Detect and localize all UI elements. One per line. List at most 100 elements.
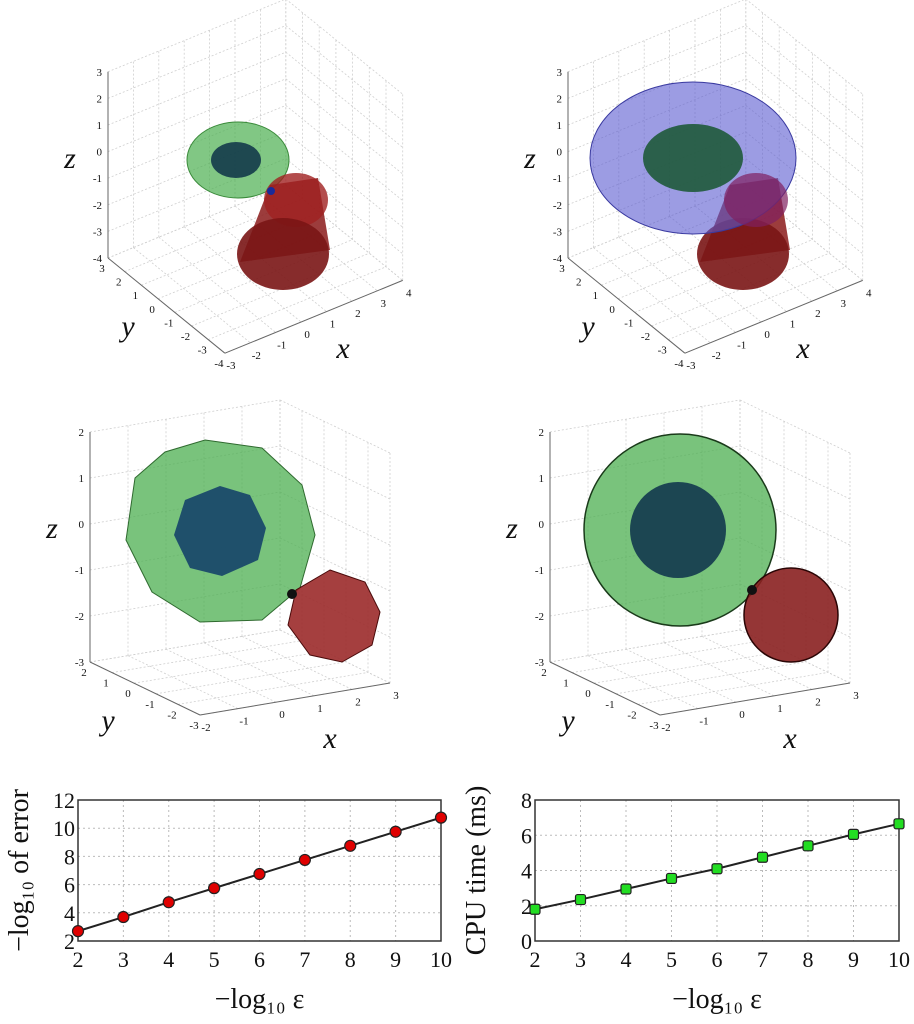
z-tick-label: 0 — [97, 147, 103, 159]
y-axis — [107, 257, 226, 354]
x-axis-label: x — [795, 332, 810, 365]
grid-line — [234, 205, 353, 302]
blue-mesh-sphere — [630, 482, 726, 578]
y-tick-label: 4 — [521, 859, 532, 884]
x-tick-label: 6 — [254, 947, 265, 972]
x-tick-label: 1 — [777, 703, 783, 715]
grid-line — [668, 266, 847, 340]
x-tick-label: 2 — [530, 947, 541, 972]
y-axis — [549, 661, 661, 716]
x-tick-label: 5 — [209, 947, 220, 972]
x-axis — [684, 279, 863, 354]
y-tick-label: -2 — [181, 331, 190, 343]
line-chart-1: 2 3 4 5 6 7 8 9 10 2 4 6 8 10 12 −log₁₀ ε −log₁₀ of erro… — [4, 788, 452, 1015]
grid-line — [746, 0, 863, 95]
y-axis-label: −log₁₀ of error — [4, 788, 35, 951]
grid-line — [165, 648, 277, 703]
z-tick-label: -3 — [535, 657, 545, 669]
data-point — [389, 825, 402, 838]
x-axis-label: x — [782, 722, 797, 755]
grid-line — [587, 655, 699, 709]
x-axis-label: x — [322, 722, 337, 755]
grid-line — [739, 445, 851, 500]
grid-line — [177, 672, 369, 705]
y-tick-label: 12 — [53, 788, 75, 813]
y-tick-label: 1 — [133, 290, 139, 302]
grid-line — [618, 236, 736, 333]
x-tick-label: 9 — [390, 947, 401, 972]
data-point — [253, 867, 266, 881]
z-tick-label: 0 — [79, 519, 85, 531]
grid-line — [89, 399, 281, 433]
x-tick-label: 6 — [712, 947, 723, 972]
red-cylinder-top — [724, 173, 788, 227]
x-tick-label: 1 — [790, 319, 796, 331]
grid-line — [107, 78, 286, 152]
x-tick-label: 2 — [815, 696, 821, 708]
x-tick-label: 7 — [299, 947, 310, 972]
green-ellipsoid — [643, 124, 743, 192]
x-tick-label: -2 — [252, 350, 261, 362]
z-tick-label: -3 — [75, 657, 85, 669]
grid-line — [155, 661, 347, 695]
grid-line — [158, 236, 276, 333]
grid-line — [127, 655, 239, 709]
y-tick-label: 2 — [576, 277, 582, 289]
y-tick-label: 2 — [81, 667, 87, 679]
grid-line — [593, 247, 711, 344]
x-tick-label: 10 — [430, 947, 452, 972]
y-tick-label: 2 — [116, 277, 122, 289]
x-tick-label: 0 — [304, 329, 310, 341]
grid-line — [285, 131, 403, 228]
y-tick-label: -3 — [198, 345, 208, 357]
red-mesh-sphere — [287, 569, 381, 663]
grid-line — [183, 226, 302, 323]
y-tick-label: 0 — [521, 929, 532, 954]
z-tick-label: -3 — [553, 226, 563, 238]
contact-point — [267, 187, 275, 195]
y-axis — [89, 661, 201, 716]
x-axis — [659, 682, 851, 716]
y-tick-label: 8 — [521, 788, 532, 813]
y-tick-label: -1 — [164, 317, 173, 329]
z-tick-label: 3 — [557, 67, 563, 79]
grid-line — [549, 399, 741, 433]
grid-line — [208, 266, 387, 340]
grid-line — [637, 672, 829, 705]
y-axis-label: y — [578, 310, 595, 343]
grid-line — [285, 25, 403, 122]
z-tick-label: 1 — [79, 473, 85, 485]
data-point — [162, 896, 175, 909]
y-tick-label: 0 — [125, 688, 131, 700]
x-tick-label: 2 — [815, 308, 821, 320]
z-tick-label: -2 — [535, 611, 544, 623]
x-tick-label: -1 — [277, 339, 286, 351]
y-tick-label: 2 — [521, 894, 532, 919]
y-tick-label: -2 — [627, 709, 636, 721]
y-tick-label: 2 — [541, 667, 547, 679]
grid-line — [701, 636, 813, 690]
x-axis — [199, 682, 391, 716]
x-tick-label: 7 — [757, 947, 768, 972]
grid-line — [107, 51, 286, 126]
plot-frame — [534, 799, 900, 942]
grid-line — [285, 51, 403, 148]
grid-line — [739, 399, 851, 454]
x-tick-label: 0 — [764, 329, 770, 341]
x-tick-label: 10 — [888, 947, 910, 972]
z-tick-label: -2 — [75, 611, 84, 623]
data-point — [529, 903, 541, 915]
x-tick-label: 3 — [575, 947, 586, 972]
grid-line — [745, 25, 863, 122]
x-tick-label: 4 — [406, 287, 412, 299]
y-tick-label: 6 — [64, 873, 75, 898]
y-tick-label: -1 — [145, 699, 154, 711]
y-axis-label: CPU time (ms) — [461, 786, 492, 956]
z-tick-label: -1 — [553, 173, 562, 185]
x-tick-label: 3 — [393, 690, 399, 702]
grid-line — [107, 0, 285, 73]
x-tick-label: -2 — [712, 350, 721, 362]
